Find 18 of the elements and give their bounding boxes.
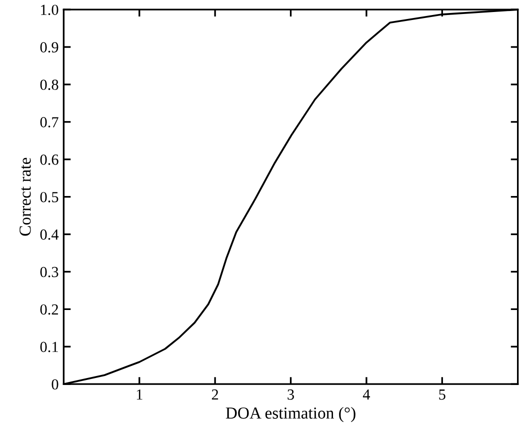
y-tick-label: 0.2 bbox=[40, 304, 58, 315]
y-tick-label: 0.1 bbox=[40, 342, 58, 352]
y-axis-title: Correct rate bbox=[20, 158, 31, 236]
y-tick-label: 1.0 bbox=[41, 4, 58, 16]
y-tick-label: 0.4 bbox=[40, 229, 59, 240]
y-tick-label: 0.6 bbox=[40, 154, 58, 165]
x-tick-label: 3 bbox=[288, 389, 294, 400]
x-tick-label: 2 bbox=[212, 389, 218, 400]
y-tick-label: 0.7 bbox=[40, 117, 58, 128]
x-tick-label: 4 bbox=[362, 389, 370, 400]
y-tick-label: 0.3 bbox=[40, 266, 58, 278]
x-tick-label: 1 bbox=[136, 389, 142, 400]
y-tick-label: 0 bbox=[52, 379, 58, 390]
y-tick-label: 0.5 bbox=[40, 192, 58, 202]
x-axis-title: DOA estimation (°) bbox=[226, 406, 356, 422]
y-tick-label: 0.8 bbox=[40, 80, 58, 90]
y-tick-label: 0.9 bbox=[40, 42, 58, 53]
x-tick-label: 5 bbox=[439, 390, 446, 400]
